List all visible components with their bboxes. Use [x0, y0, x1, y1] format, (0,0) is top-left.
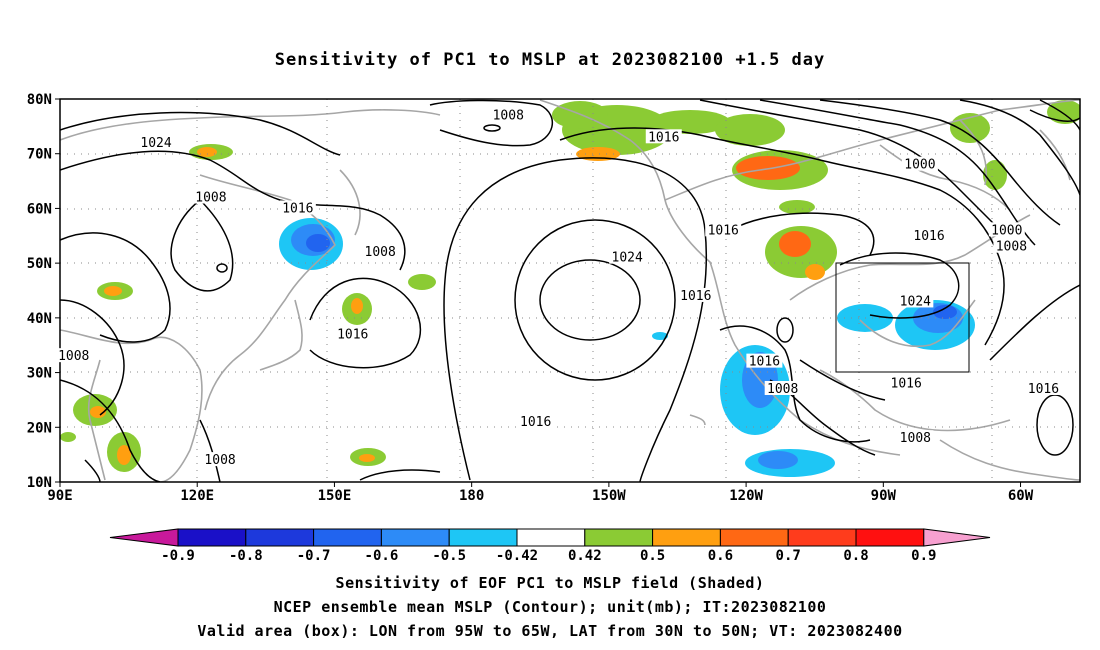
colorbar-label: 0.8	[843, 548, 868, 564]
graticule	[60, 99, 1080, 482]
colorbar-label: -0.7	[297, 548, 331, 564]
lon-label: 90W	[871, 488, 897, 504]
colorbar-swatch	[516, 528, 586, 547]
contour-label: 1024	[900, 294, 931, 309]
lon-label: 150E	[318, 488, 352, 504]
colorbar-label: -0.5	[432, 548, 466, 564]
contour-label: 1016	[680, 289, 711, 304]
lat-label: 50N	[27, 256, 52, 272]
colorbar-label: -0.9	[161, 548, 195, 564]
lon-label: 60W	[1008, 488, 1034, 504]
colorbar-swatch	[855, 528, 925, 547]
contour-label: 1008	[767, 382, 798, 397]
contour-label: 1024	[140, 136, 171, 151]
contour-label: 1016	[913, 229, 944, 244]
lat-label: 20N	[27, 420, 52, 436]
lat-label: 80N	[27, 92, 52, 108]
colorbar-label: -0.6	[365, 548, 399, 564]
colorbar-label: 0.9	[911, 548, 936, 564]
contour-label: 1000	[904, 158, 935, 173]
contour-label: 1008	[204, 453, 235, 468]
contour-label: 1008	[58, 349, 89, 364]
contour-label: 1016	[282, 201, 313, 216]
mslp-contours	[60, 99, 1080, 482]
valid-area-box	[835, 262, 970, 373]
colorbar-label: 0.5	[640, 548, 665, 564]
colorbar-label: -0.42	[496, 548, 538, 564]
contour-label: 1008	[365, 245, 396, 260]
colorbar-label: 0.6	[708, 548, 733, 564]
contour-label: 1016	[520, 415, 551, 430]
footer-line-2: NCEP ensemble mean MSLP (Contour); unit(…	[273, 598, 827, 616]
contour-label: 1000	[991, 223, 1022, 238]
contour-label: 1024	[612, 251, 643, 266]
colorbar-swatch	[787, 528, 857, 547]
contour-label: 1016	[749, 355, 780, 370]
contour-label: 1016	[1028, 382, 1059, 397]
colorbar: -0.9 -0.8 -0.7 -0.6 -0.5 -0.42 0.42 0.5 0.6 0.7 0.…	[109, 528, 991, 564]
map-title: Sensitivity of PC1 to MSLP at 2023082100…	[274, 50, 826, 70]
colorbar-swatch	[245, 528, 315, 547]
lon-label: 180	[459, 488, 484, 504]
lat-label: 10N	[27, 475, 52, 491]
colorbar-swatch	[313, 528, 382, 547]
lon-label: 120E	[180, 488, 214, 504]
contour-label: 1016	[891, 377, 922, 392]
footer-line-3: Valid area (box): LON from 95W to 65W, L…	[197, 622, 903, 640]
lat-label: 60N	[27, 201, 52, 217]
contour-label: 1008	[195, 190, 226, 205]
lat-label: 70N	[27, 147, 52, 163]
contour-label: 1008	[996, 240, 1027, 255]
colorbar-swatch	[380, 528, 450, 547]
colorbar-swatch	[652, 528, 721, 547]
colorbar-label: 0.42	[568, 548, 602, 564]
contour-labels: 1008 1024 1016 1000 1008 1016 1008 1024 1016 1016…	[55, 107, 1062, 468]
contour-label: 1016	[708, 223, 739, 238]
colorbar-swatch	[584, 528, 654, 547]
colorbar-swatch	[448, 528, 518, 547]
colorbar-arrow-left	[109, 528, 179, 547]
colorbar-label: -0.8	[229, 548, 263, 564]
contour-label: 1008	[493, 108, 524, 123]
contour-label: 1008	[900, 431, 931, 446]
colorbar-swatch	[719, 528, 789, 547]
footer-line-1: Sensitivity of EOF PC1 to MSLP field (Sh…	[335, 574, 765, 592]
lon-label: 150W	[592, 488, 626, 504]
colorbar-label: 0.7	[776, 548, 801, 564]
colorbar-swatch	[177, 528, 247, 547]
map-frame	[59, 98, 1081, 483]
lon-label: 90E	[47, 488, 72, 504]
sensitivity-shading	[60, 100, 1080, 477]
lon-label: 120W	[729, 488, 763, 504]
contour-label: 1016	[337, 327, 368, 342]
contour-label: 1016	[648, 130, 679, 145]
lat-label: 30N	[27, 366, 52, 382]
lat-label: 40N	[27, 311, 52, 327]
colorbar-arrow-right	[923, 528, 991, 547]
